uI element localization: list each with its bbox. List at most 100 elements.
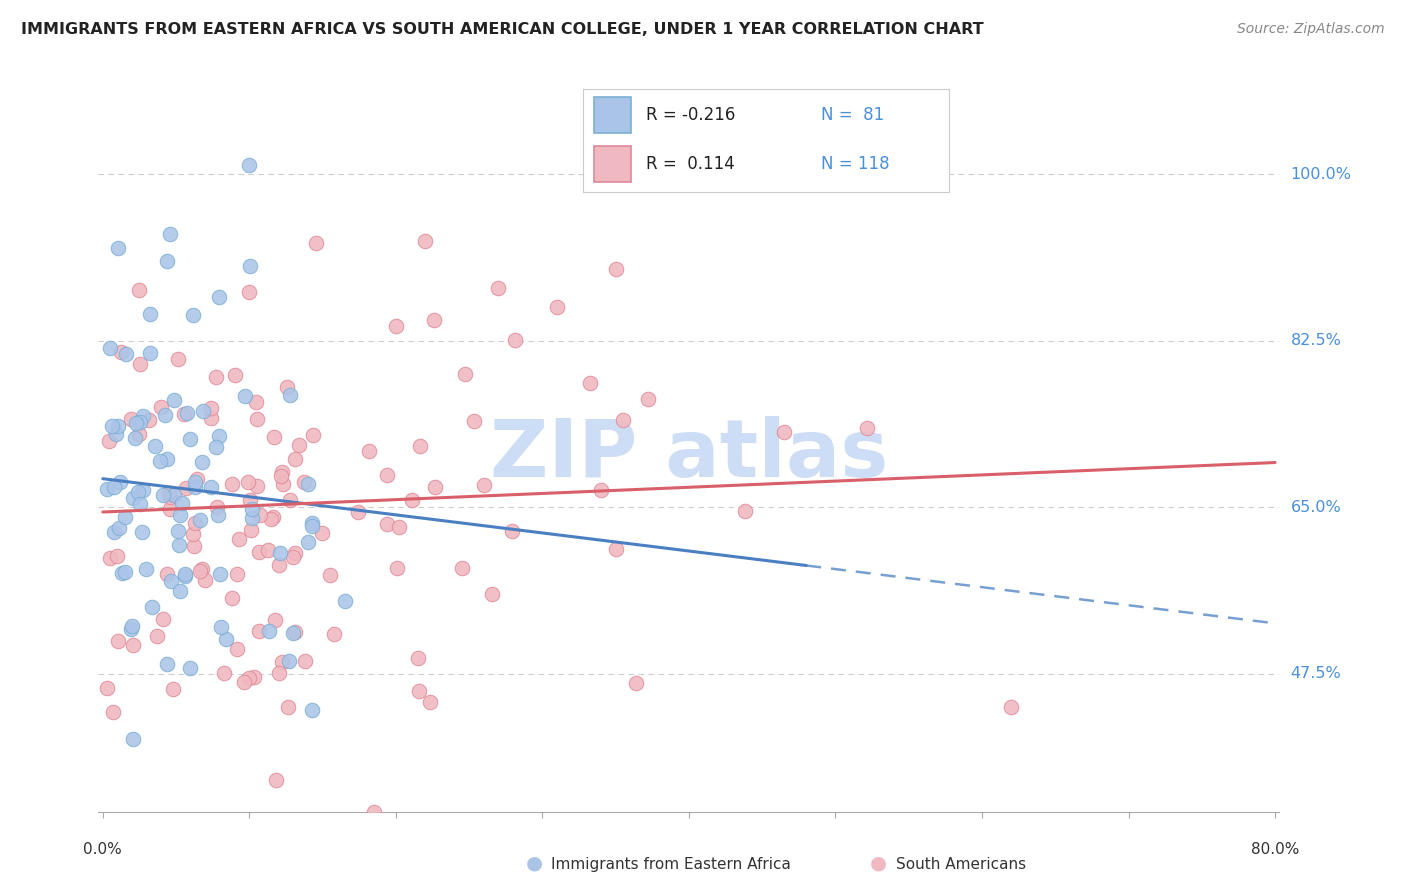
Point: [157, 486, 180, 500]
Point: [347, 505, 370, 519]
Point: [474, 477, 496, 491]
Text: Immigrants from Eastern Africa: Immigrants from Eastern Africa: [551, 857, 792, 872]
Point: [139, 307, 162, 321]
Point: [179, 432, 201, 446]
Point: [363, 805, 385, 819]
Point: [131, 525, 153, 540]
Point: [322, 627, 344, 641]
Point: [401, 492, 423, 507]
Point: [271, 477, 294, 491]
Text: Source: ZipAtlas.com: Source: ZipAtlas.com: [1237, 22, 1385, 37]
Point: [419, 695, 441, 709]
Point: [96, 482, 118, 496]
Point: [301, 519, 323, 533]
Point: [385, 319, 408, 334]
Point: [141, 600, 163, 615]
Point: [191, 404, 214, 418]
Point: [103, 524, 125, 539]
Point: [183, 540, 205, 554]
Point: [240, 511, 263, 525]
Point: [166, 351, 188, 366]
Point: [128, 496, 150, 510]
Point: [278, 654, 301, 668]
Point: [238, 285, 260, 299]
Point: [463, 414, 485, 428]
Point: [204, 370, 226, 384]
Point: [152, 488, 174, 502]
Point: [224, 368, 246, 382]
Point: [242, 670, 264, 684]
Point: [246, 479, 269, 493]
Point: [184, 480, 207, 494]
Point: [451, 561, 474, 575]
Point: [159, 227, 181, 241]
Point: [121, 619, 143, 633]
Point: [269, 666, 291, 681]
Point: [238, 672, 260, 686]
Text: IMMIGRANTS FROM EASTERN AFRICA VS SOUTH AMERICAN COLLEGE, UNDER 1 YEAR CORRELATI: IMMIGRANTS FROM EASTERN AFRICA VS SOUTH …: [21, 22, 984, 37]
Point: [150, 400, 173, 414]
Point: [270, 469, 292, 483]
Point: [301, 703, 323, 717]
Text: N = 118: N = 118: [821, 154, 890, 172]
Point: [153, 409, 176, 423]
Point: [235, 389, 257, 403]
Point: [167, 524, 190, 538]
Point: [200, 480, 222, 494]
Point: [156, 567, 179, 582]
Point: [260, 512, 283, 526]
Point: [422, 313, 444, 327]
Point: [156, 657, 179, 671]
Point: [122, 491, 145, 505]
Point: [114, 509, 136, 524]
Point: [122, 731, 145, 746]
Point: [579, 376, 602, 390]
Point: [128, 283, 150, 297]
Point: [184, 475, 207, 490]
Point: [408, 651, 430, 665]
Point: [276, 380, 298, 394]
Point: [155, 452, 177, 467]
Point: [221, 591, 243, 606]
Point: [247, 545, 270, 559]
Point: [186, 472, 208, 486]
Text: R =  0.114: R = 0.114: [645, 154, 734, 172]
Point: [221, 477, 243, 491]
Point: [107, 521, 129, 535]
Point: [302, 428, 325, 442]
Point: [413, 234, 436, 248]
Point: [503, 333, 526, 347]
Point: [245, 395, 267, 409]
Text: R = -0.216: R = -0.216: [645, 106, 735, 124]
Text: 82.5%: 82.5%: [1291, 334, 1341, 348]
Point: [181, 308, 204, 322]
Point: [104, 427, 127, 442]
Point: [281, 549, 304, 564]
Point: [262, 509, 284, 524]
Point: [184, 516, 207, 530]
Point: [233, 675, 256, 690]
Point: [138, 346, 160, 360]
Point: [240, 523, 263, 537]
Point: [179, 661, 201, 675]
Point: [734, 504, 756, 518]
Point: [375, 516, 398, 531]
Point: [115, 347, 138, 361]
Point: [612, 413, 634, 427]
Point: [605, 541, 627, 556]
Point: [107, 241, 129, 255]
Point: [269, 558, 291, 572]
Point: [173, 566, 195, 581]
Point: [96, 681, 118, 696]
Point: [107, 419, 129, 434]
Point: [162, 681, 184, 696]
Point: [107, 633, 129, 648]
Point: [101, 705, 124, 719]
Point: [129, 415, 152, 429]
Point: [214, 665, 236, 680]
Point: [773, 425, 796, 439]
Point: [637, 392, 659, 406]
Point: [238, 259, 260, 273]
Point: [481, 587, 503, 601]
Point: [191, 455, 214, 469]
